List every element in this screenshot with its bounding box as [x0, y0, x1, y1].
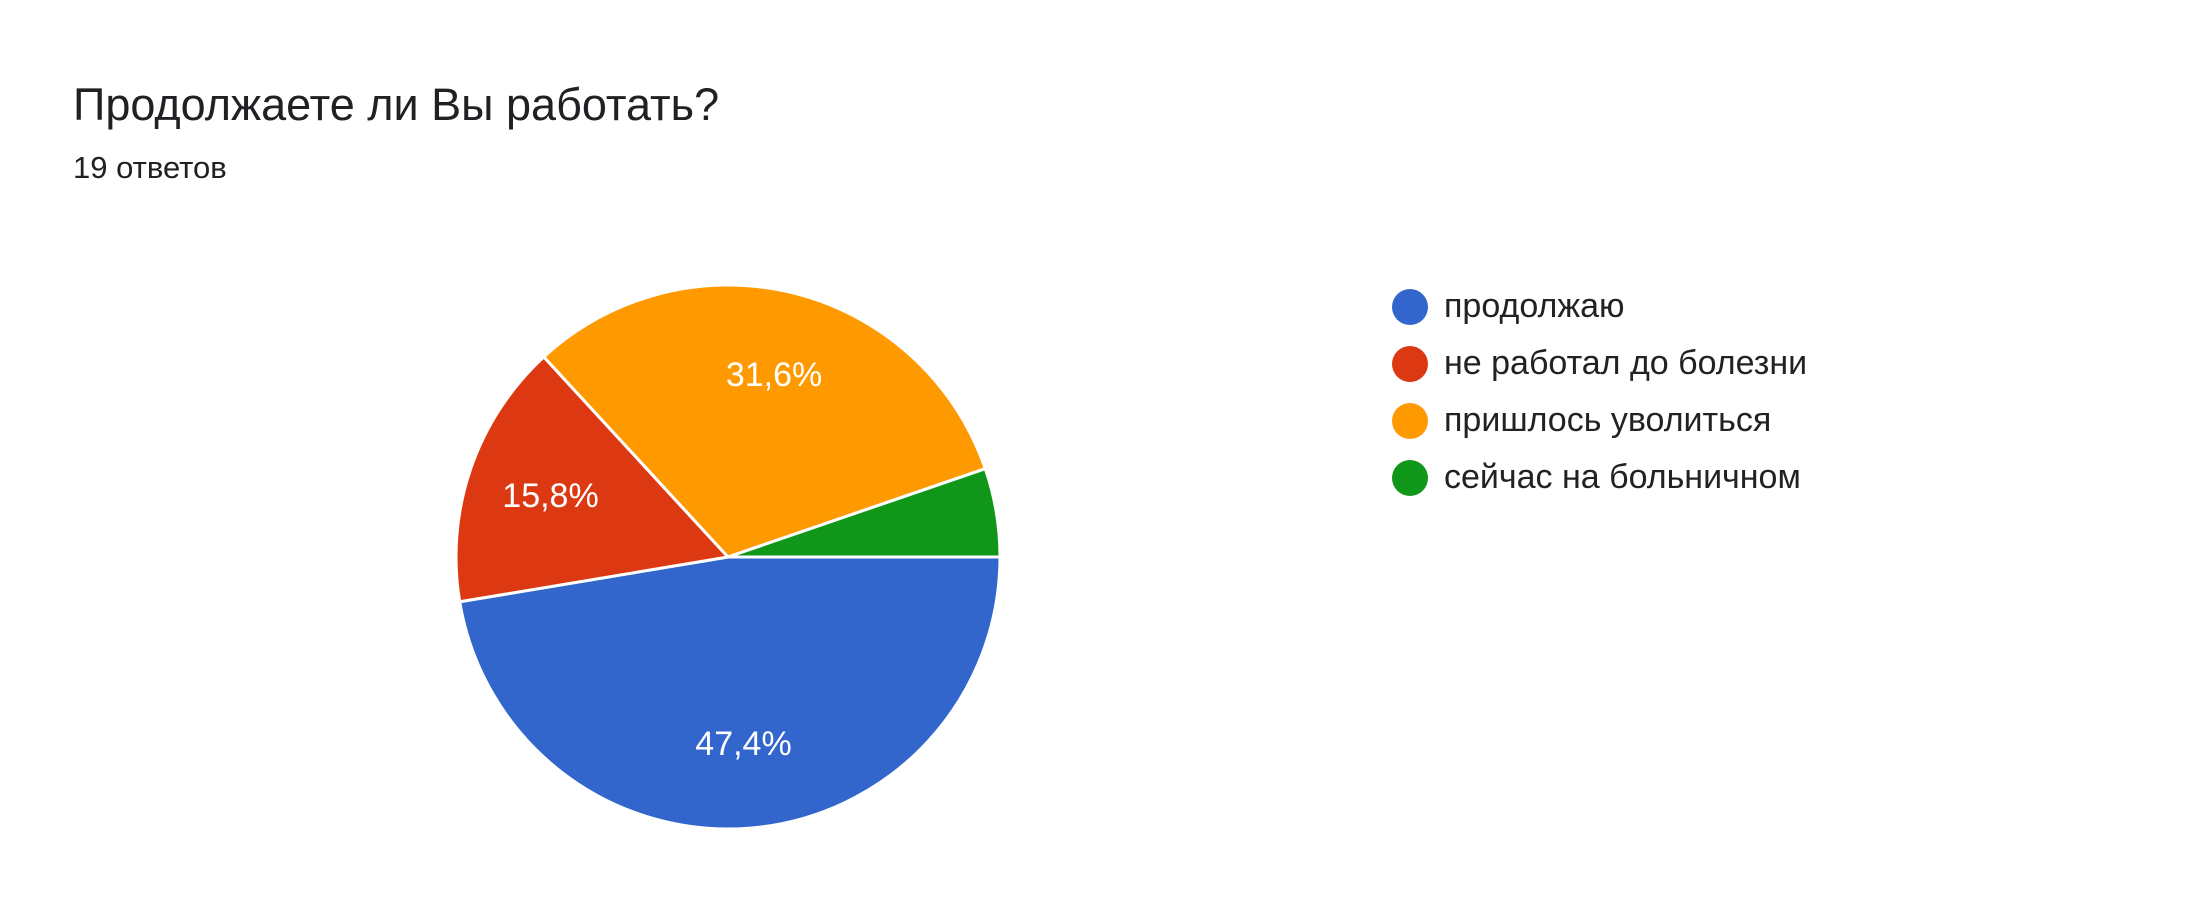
legend-label-1: не работал до болезни: [1444, 344, 1808, 382]
response-count: 19 ответов: [73, 150, 227, 185]
pie-slice-3[interactable]: [726, 467, 1002, 559]
legend-item-3[interactable]: сейчас на больничном: [1392, 449, 1807, 506]
pie-slice-label-0: 47,4%: [695, 725, 791, 763]
pie-slice-label-1: 15,8%: [502, 477, 598, 515]
legend-label-3: сейчас на больничном: [1444, 458, 1801, 496]
legend-swatch-1: [1392, 345, 1428, 382]
legend-swatch-3: [1392, 459, 1428, 496]
legend-item-2[interactable]: пришлось уволиться: [1392, 392, 1807, 449]
legend-swatch-0: [1392, 288, 1428, 325]
pie-slice-2[interactable]: [542, 283, 987, 559]
legend-label-0: продолжаю: [1444, 287, 1625, 325]
pie-slice-label-2: 31,6%: [726, 356, 822, 394]
legend-item-0[interactable]: продолжаю: [1392, 278, 1807, 335]
question-title: Продолжаете ли Вы работать?: [73, 79, 720, 130]
pie-slice-0[interactable]: [458, 555, 1002, 831]
chart-legend: продолжаю не работал до болезни пришлось у…: [1392, 278, 1807, 506]
legend-swatch-2: [1392, 402, 1428, 439]
pie-slice-1[interactable]: [454, 355, 730, 604]
legend-item-1[interactable]: не работал до болезни: [1392, 335, 1807, 392]
legend-label-2: пришлось уволиться: [1444, 401, 1772, 439]
